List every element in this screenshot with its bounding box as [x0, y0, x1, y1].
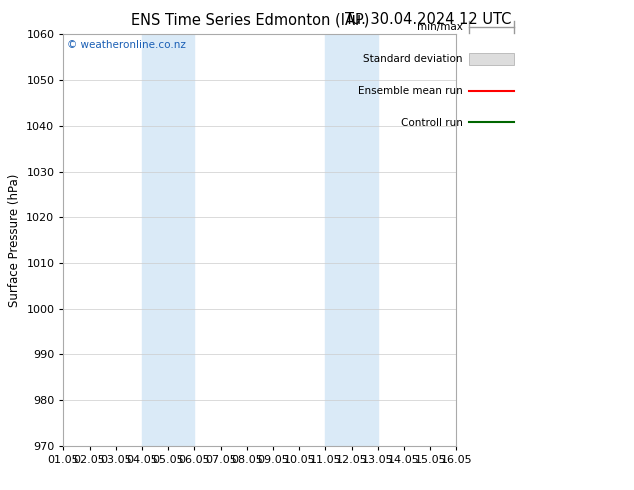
Text: Ensemble mean run: Ensemble mean run [358, 86, 463, 96]
Bar [325, 34, 378, 446]
Y-axis label: Surface Pressure (hPa): Surface Pressure (hPa) [8, 173, 21, 307]
Text: min/max: min/max [417, 22, 463, 32]
Text: © weatheronline.co.nz: © weatheronline.co.nz [67, 41, 186, 50]
Text: ENS Time Series Edmonton (IAP): ENS Time Series Edmonton (IAP) [131, 12, 370, 27]
Text: Tu. 30.04.2024 12 UTC: Tu. 30.04.2024 12 UTC [345, 12, 511, 27]
Bar [142, 34, 195, 446]
Text: Controll run: Controll run [401, 118, 463, 127]
Text: Standard deviation: Standard deviation [363, 54, 463, 64]
